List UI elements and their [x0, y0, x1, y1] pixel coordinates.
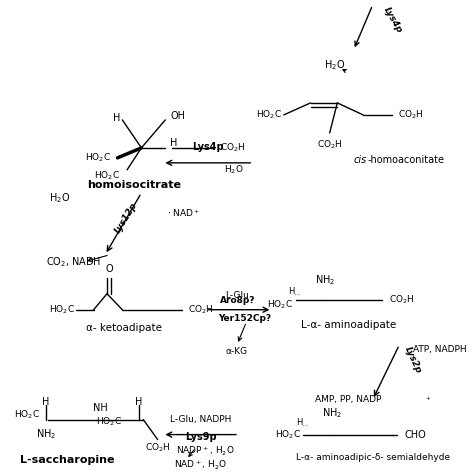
Text: $\mathregular{HO_2C}$: $\mathregular{HO_2C}$: [94, 170, 120, 182]
Text: $\mathregular{CO_2}$, NADH: $\mathregular{CO_2}$, NADH: [46, 255, 101, 269]
Text: $\mathregular{CO_2H}$: $\mathregular{CO_2H}$: [188, 303, 214, 316]
Text: $\mathregular{HO_2C}$: $\mathregular{HO_2C}$: [85, 152, 111, 164]
Text: α- ketoadipate: α- ketoadipate: [86, 323, 162, 333]
Text: $\mathregular{NH_2}$: $\mathregular{NH_2}$: [315, 273, 336, 287]
Text: $\mathregular{NH_2}$: $\mathregular{NH_2}$: [36, 428, 56, 441]
Text: CHO: CHO: [404, 429, 426, 439]
Text: L-α- aminoadipate: L-α- aminoadipate: [301, 319, 396, 330]
Text: $\mathregular{HO_2C}$: $\mathregular{HO_2C}$: [275, 428, 301, 441]
Text: $\mathregular{HO_2C}$: $\mathregular{HO_2C}$: [256, 109, 282, 121]
Text: L-saccharopine: L-saccharopine: [19, 455, 114, 465]
Text: ATP, NADPH: ATP, NADPH: [413, 345, 466, 354]
Text: $\mathregular{^+}$: $\mathregular{^+}$: [424, 395, 431, 404]
Text: $\mathregular{H_2O}$: $\mathregular{H_2O}$: [324, 58, 345, 72]
Text: H: H: [42, 397, 50, 407]
Text: OH: OH: [170, 111, 185, 121]
Text: Lys4p: Lys4p: [192, 142, 224, 152]
Text: $\mathregular{H_2O}$: $\mathregular{H_2O}$: [224, 164, 244, 176]
Text: Lys9p: Lys9p: [185, 432, 217, 442]
Text: H: H: [113, 113, 120, 123]
Text: $\mathregular{HO_2C}$: $\mathregular{HO_2C}$: [48, 303, 74, 316]
Text: -homoaconitate: -homoaconitate: [368, 155, 445, 165]
Text: L-Glu, NADPH: L-Glu, NADPH: [170, 415, 231, 424]
Text: $\mathregular{CO_2H}$: $\mathregular{CO_2H}$: [317, 138, 342, 151]
Text: $\mathregular{CO_2H}$: $\mathregular{CO_2H}$: [145, 441, 171, 454]
Text: $\mathregular{H_2O}$: $\mathregular{H_2O}$: [49, 191, 70, 205]
Text: Lys2p: Lys2p: [403, 345, 423, 374]
Text: Lys4p: Lys4p: [382, 5, 404, 35]
Text: $\mathregular{HO_2C}$: $\mathregular{HO_2C}$: [14, 409, 40, 421]
Text: $\mathregular{NH_2}$: $\mathregular{NH_2}$: [322, 406, 342, 419]
Text: homoisocitrate: homoisocitrate: [87, 180, 181, 190]
Text: $\mathregular{CO_2H}$: $\mathregular{CO_2H}$: [389, 293, 414, 306]
Text: α-KG: α-KG: [226, 347, 248, 356]
Text: L-α- aminoadipic-δ- semialdehyde: L-α- aminoadipic-δ- semialdehyde: [296, 453, 450, 462]
Text: H: H: [170, 138, 177, 148]
Text: cis: cis: [354, 155, 367, 165]
Text: L-Glu: L-Glu: [225, 291, 249, 300]
Text: $\mathregular{H_{,,}}$: $\mathregular{H_{,,}}$: [296, 417, 309, 429]
Text: AMP, PP, NADP: AMP, PP, NADP: [315, 395, 382, 404]
Text: $\mathregular{HO_2C}$: $\mathregular{HO_2C}$: [267, 299, 293, 311]
Text: O: O: [105, 264, 113, 274]
Text: $\mathregular{H_{,,}}$: $\mathregular{H_{,,}}$: [288, 286, 301, 298]
Text: $\mathregular{CO_2H}$: $\mathregular{CO_2H}$: [399, 109, 424, 121]
Text: NH: NH: [93, 402, 108, 413]
Text: Lys12p: Lys12p: [113, 201, 139, 235]
Text: Aro8p?: Aro8p?: [220, 296, 255, 305]
Text: H: H: [135, 397, 142, 407]
Text: Yer152Cp?: Yer152Cp?: [218, 314, 271, 323]
Text: $\mathregular{NAD^+}$, H$_2$O: $\mathregular{NAD^+}$, H$_2$O: [174, 459, 227, 472]
Text: $\mathregular{NADP^+}$, H$_2$O: $\mathregular{NADP^+}$, H$_2$O: [176, 445, 235, 458]
Text: $\mathregular{CO_2H}$: $\mathregular{CO_2H}$: [220, 142, 246, 154]
Text: $\mathregular{HO_2C}$: $\mathregular{HO_2C}$: [96, 415, 122, 428]
Text: $\mathregular{\cdot\ NAD^+}$: $\mathregular{\cdot\ NAD^+}$: [167, 207, 201, 219]
